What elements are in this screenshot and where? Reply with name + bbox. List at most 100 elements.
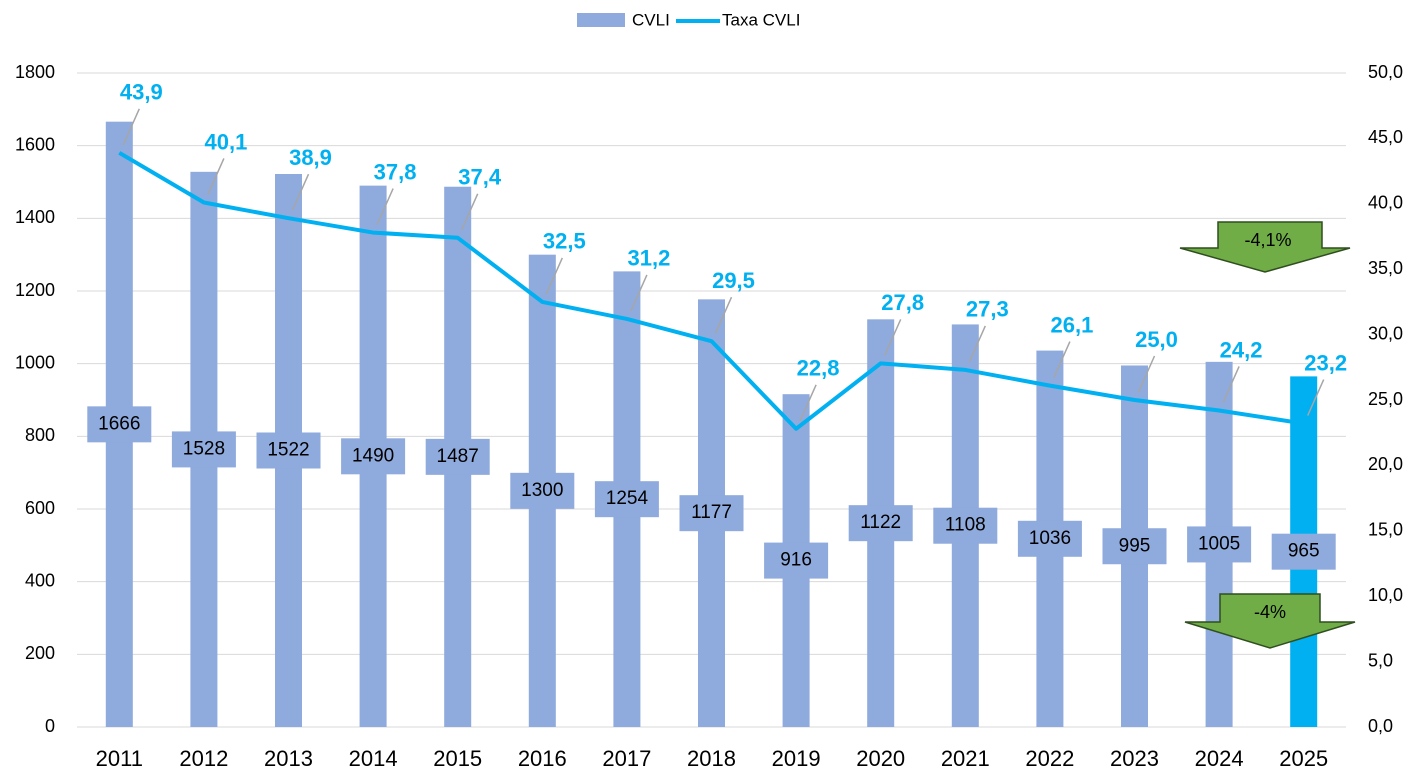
x-tick-label: 2015: [433, 746, 482, 771]
data-label: 23,2: [1304, 350, 1347, 375]
data-label-box: [341, 438, 406, 475]
leader-line: [376, 188, 394, 225]
data-label: 37,4: [458, 165, 502, 190]
legend: CVLI Taxa CVLI: [577, 10, 800, 29]
data-label: 31,2: [627, 246, 670, 271]
annotation: -4%: [1254, 602, 1286, 622]
data-label: 1122: [860, 512, 901, 533]
x-tick-label: 2023: [1110, 746, 1159, 771]
data-label-box: [933, 507, 998, 544]
x-tick-label: 2012: [179, 746, 228, 771]
legend-label: Taxa CVLI: [722, 10, 800, 29]
data-label: 1036: [1029, 528, 1071, 549]
y2-tick-label: 15,0: [1368, 520, 1403, 540]
data-label-box: [1271, 533, 1336, 570]
data-label-box: [1102, 528, 1167, 565]
leader-line: [1222, 366, 1240, 403]
x-tick-label: 2025: [1279, 746, 1328, 771]
data-label: 26,1: [1050, 312, 1093, 337]
data-label: 1487: [437, 446, 479, 467]
data-label: 32,5: [543, 229, 586, 254]
y-tick-label: 200: [25, 643, 55, 663]
x-tick-label: 2020: [856, 746, 905, 771]
data-label: 29,5: [712, 268, 755, 293]
y-tick-label: 1000: [15, 352, 55, 372]
data-label: 24,2: [1220, 337, 1263, 362]
data-label: 965: [1288, 541, 1320, 562]
y-tick-label: 1600: [15, 134, 55, 154]
data-label-box: [510, 472, 575, 509]
data-label-box: [764, 542, 829, 579]
leader-line: [968, 325, 986, 363]
leader-line: [1053, 341, 1071, 378]
y2-tick-label: 50,0: [1368, 62, 1403, 82]
arrow: [1179, 221, 1351, 273]
data-label-box: [1017, 520, 1082, 557]
y2-tick-label: 30,0: [1368, 323, 1403, 343]
y2-tick-label: 5,0: [1368, 650, 1393, 670]
legend-label: CVLI: [632, 10, 670, 29]
arrow: [1184, 593, 1356, 649]
y-tick-label: 400: [25, 570, 55, 590]
x-tick-label: 2011: [96, 746, 143, 771]
leader-line: [1307, 379, 1325, 416]
data-label-box: [594, 481, 659, 518]
data-label: 1005: [1198, 533, 1240, 554]
leader-line: [122, 108, 140, 146]
y-tick-label: 600: [25, 498, 55, 518]
leader-line: [461, 193, 479, 231]
y-tick-label: 800: [25, 425, 55, 445]
data-label: 1300: [521, 480, 563, 501]
data-label-box: [87, 406, 152, 443]
data-label-box: [1187, 526, 1252, 563]
annotation-arrow-rate: -4,1%: [1179, 221, 1351, 273]
line: [118, 151, 1305, 431]
x-tick-label: 2019: [772, 746, 821, 771]
y2-tick-label: 10,0: [1368, 585, 1403, 605]
y-tick-label: 1800: [15, 62, 55, 82]
legend-swatch: [577, 13, 625, 27]
y2-tick-label: 40,0: [1368, 193, 1403, 213]
x-tick-label: 2021: [941, 746, 990, 771]
y2-tick-label: 20,0: [1368, 454, 1403, 474]
data-label: 38,9: [289, 145, 332, 170]
data-label: 40,1: [204, 129, 247, 154]
y2-tick-label: 35,0: [1368, 258, 1403, 278]
leader-line: [714, 296, 733, 334]
y2-tick-label: 0,0: [1368, 716, 1393, 736]
data-label: 37,8: [374, 159, 417, 184]
leader-line: [291, 173, 310, 211]
leader-line: [799, 384, 817, 422]
x-tick-label: 2024: [1195, 746, 1244, 771]
data-label-box: [848, 505, 913, 542]
data-label: 27,8: [881, 290, 924, 315]
y-tick-label: 1400: [15, 207, 55, 227]
data-label: 1666: [98, 413, 140, 434]
marks: 1666 1528 1522 1490 1487 1300 1254 1177 916 1122 1…: [87, 80, 1347, 728]
x-tick-label: 2016: [518, 746, 567, 771]
x-tick-label: 2017: [602, 746, 651, 771]
data-label-box: [425, 438, 490, 475]
leader-line: [207, 158, 225, 195]
x-tick-label: 2022: [1025, 746, 1074, 771]
data-label: 995: [1119, 535, 1151, 556]
data-label: 22,8: [797, 356, 840, 381]
data-label-box: [679, 495, 744, 532]
data-label-box: [256, 432, 321, 469]
data-label: 916: [780, 550, 812, 571]
y2-tick-label: 25,0: [1368, 389, 1403, 409]
data-label-box: [171, 431, 236, 468]
data-label: 1108: [945, 515, 986, 536]
data-label: 1528: [183, 438, 225, 459]
leader-line: [884, 319, 902, 356]
data-label: 27,3: [966, 297, 1009, 322]
data-label: 1254: [606, 488, 649, 509]
y2-tick-label: 45,0: [1368, 127, 1403, 147]
leader-line: [545, 257, 563, 295]
data-label: 25,0: [1135, 327, 1178, 352]
leader-line: [630, 274, 648, 312]
x-tick-label: 2014: [349, 746, 398, 771]
annotation: -4,1%: [1244, 230, 1291, 250]
y-tick-label: 1200: [15, 280, 55, 300]
data-label: 43,9: [120, 80, 163, 105]
